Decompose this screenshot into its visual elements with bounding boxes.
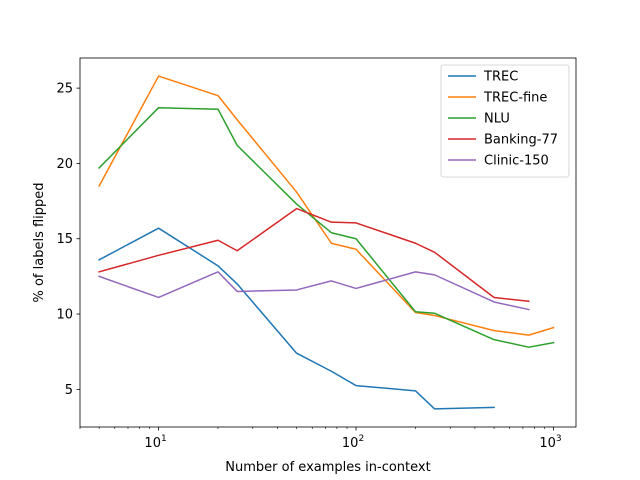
x-axis-ticks: 101 102 103	[79, 427, 562, 451]
y-tick-label: 10	[56, 308, 73, 323]
x-tick-label: 102	[342, 434, 364, 451]
series-line-banking-77	[98, 207, 530, 303]
x-tick-label: 101	[144, 434, 166, 451]
series-line-nlu	[98, 106, 555, 348]
axes-frame	[79, 57, 577, 428]
series-line-trec-fine	[98, 75, 555, 336]
legend-label-clinic-150: Clinic-150	[484, 154, 549, 169]
y-tick-label: 20	[56, 157, 73, 172]
y-tick-label: 15	[56, 232, 73, 247]
legend-label-banking-77: Banking-77	[484, 133, 558, 148]
legend-frame	[440, 64, 570, 178]
series-line-clinic-150	[98, 271, 530, 311]
y-axis-label: % of labels flipped	[32, 182, 47, 302]
x-axis-label: Number of examples in-context	[225, 460, 430, 475]
legend-label-nlu: NLU	[484, 112, 510, 127]
y-tick-label: 5	[65, 383, 73, 398]
plot-lines	[98, 75, 555, 410]
legend: TREC TREC-fine NLU Banking-77 Clinic-150	[440, 64, 570, 178]
legend-label-trec: TREC	[483, 70, 518, 85]
y-axis-ticks: 5 10 15 20 25	[56, 82, 80, 398]
x-tick-label: 103	[539, 434, 561, 451]
y-tick-label: 25	[56, 82, 73, 97]
legend-label-trec-fine: TREC-fine	[483, 91, 547, 106]
